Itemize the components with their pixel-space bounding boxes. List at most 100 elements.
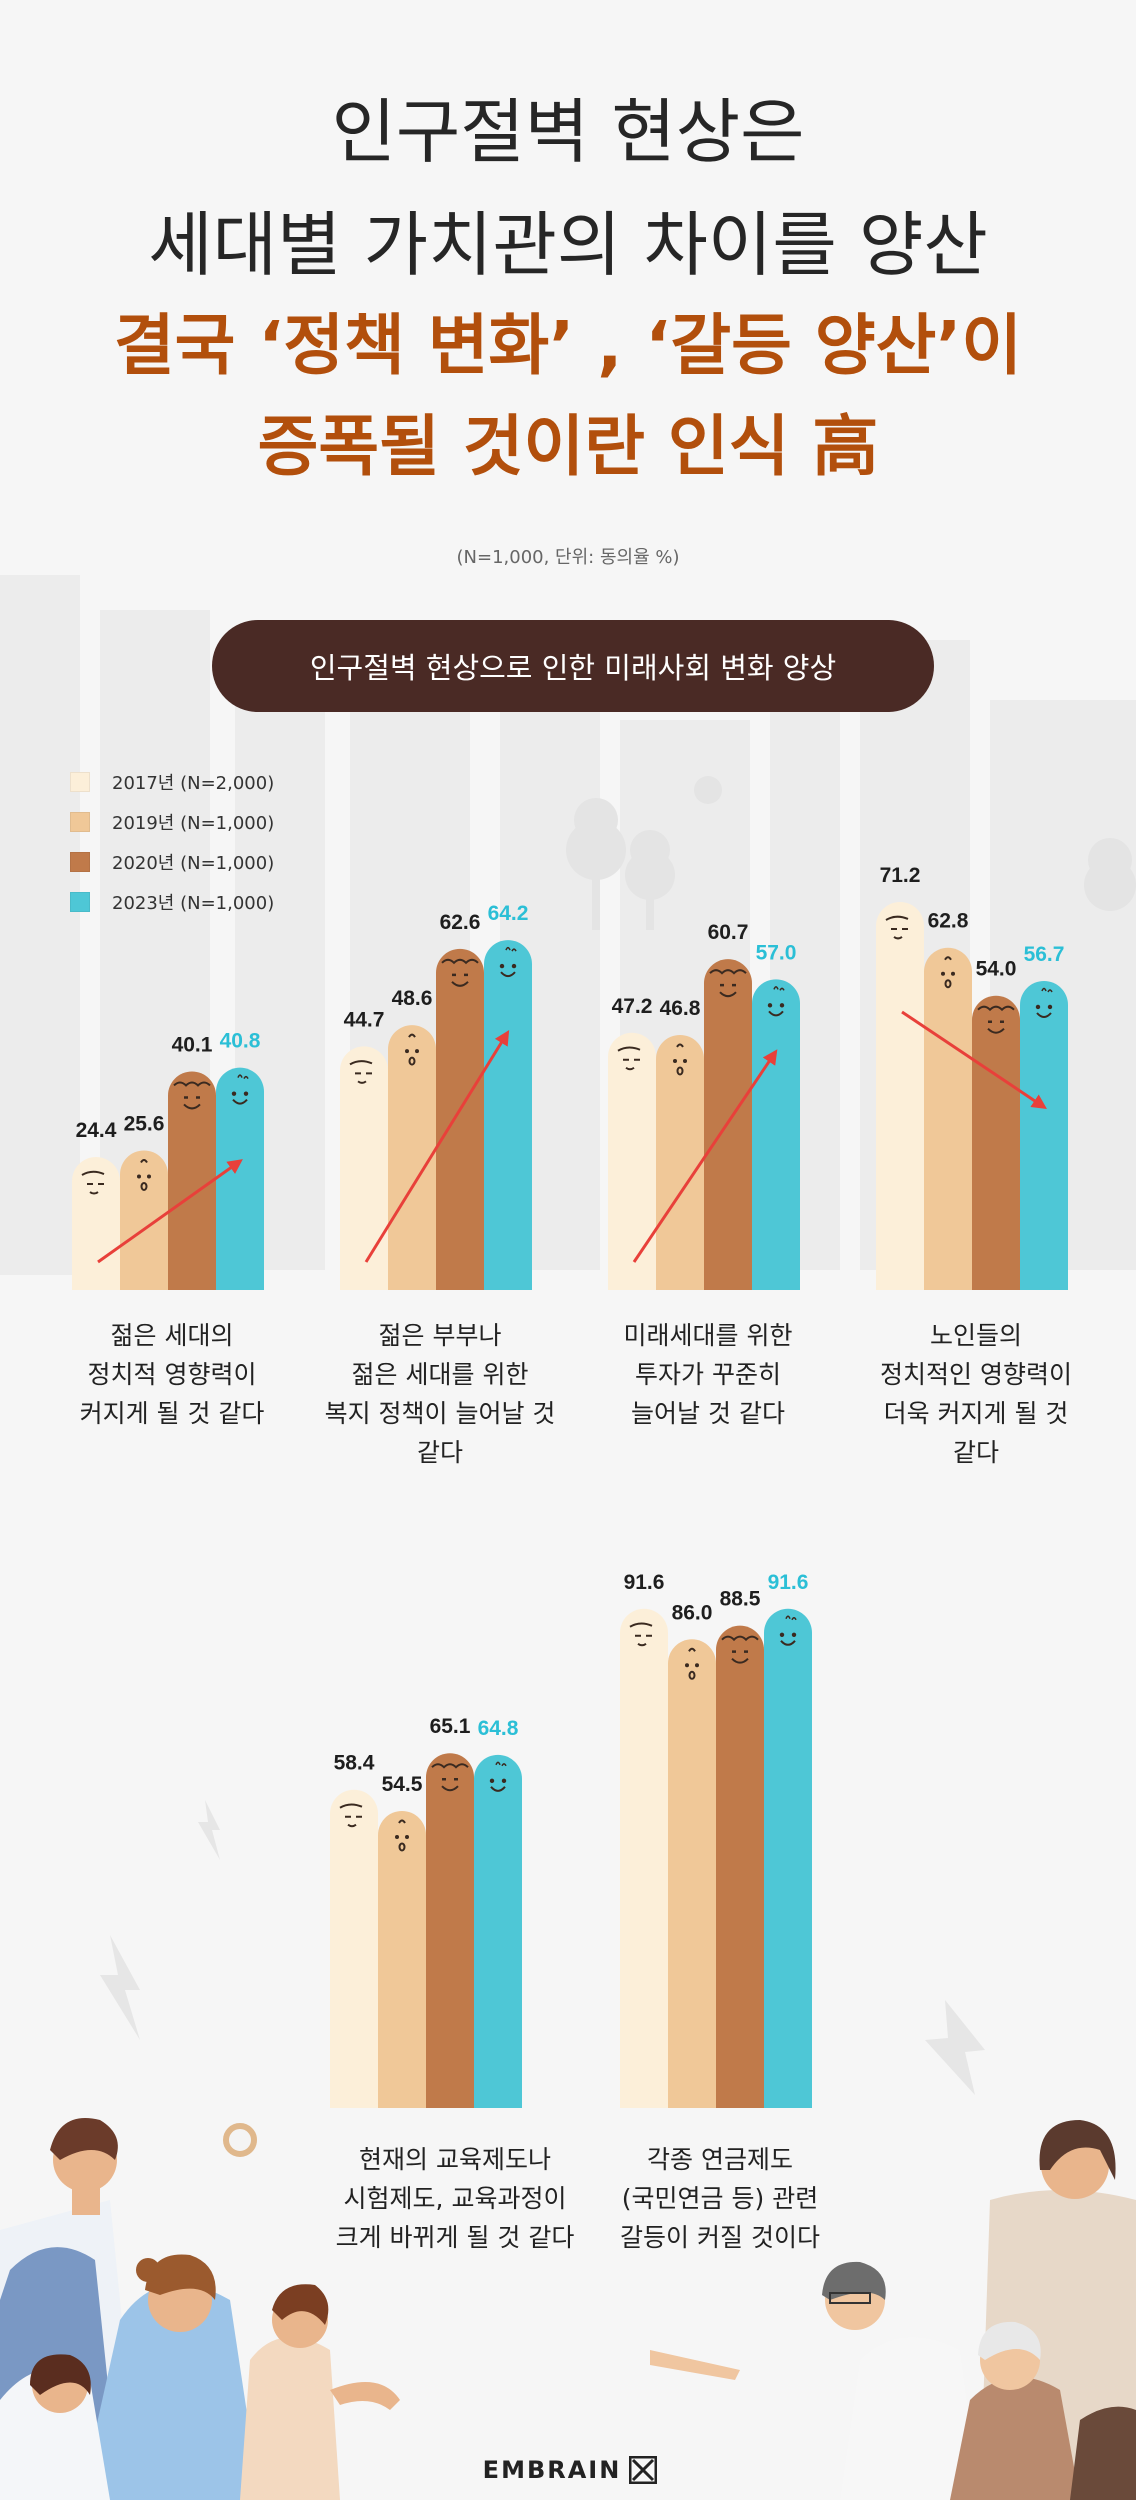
face-2019-6-hair xyxy=(688,1647,696,1652)
face-2020-2-mouth xyxy=(451,981,469,987)
legend-item-2023: 2023년 (N=1,000) xyxy=(70,892,274,914)
tree-silhouettes xyxy=(566,776,1136,930)
bar-2023-1 xyxy=(216,1067,264,1290)
bar-2019-1 xyxy=(120,1150,168,1290)
face-2023-3-eye-right xyxy=(779,1003,785,1008)
category-label-3: 미래세대를 위한 투자가 꾸준히 늘어날 것 같다 xyxy=(623,1321,793,1428)
face-2019-6-eye-left xyxy=(685,1663,689,1668)
face-2019-1-eye-right xyxy=(147,1174,151,1179)
legend-swatch-2019 xyxy=(70,812,90,832)
face-2017-2-hair xyxy=(349,1060,373,1066)
face-2019-5-mouth xyxy=(398,1842,406,1852)
value-label-2019-4: 62.8 xyxy=(928,910,969,933)
face-2023-5-mouth xyxy=(490,1786,506,1792)
value-label-2020-2: 62.6 xyxy=(440,911,481,934)
value-label-2020-1: 40.1 xyxy=(172,1033,213,1056)
face-2017-2-mouth xyxy=(357,1080,367,1084)
face-2017-1-hair xyxy=(81,1170,105,1176)
face-2023-1-mouth xyxy=(232,1098,248,1105)
face-2019-5-hair xyxy=(398,1819,406,1824)
face-2019-4-mouth xyxy=(944,979,952,989)
value-label-2019-5: 54.5 xyxy=(382,1773,423,1796)
face-2017-5-hair xyxy=(339,1803,363,1809)
bar-2017-5 xyxy=(330,1789,378,2108)
bar-2019-6 xyxy=(668,1639,716,2108)
face-2020-1-hair xyxy=(173,1081,211,1087)
face-2020-2-hair xyxy=(441,958,479,965)
face-2023-3-eye-left xyxy=(767,1003,773,1008)
bar-2023-4 xyxy=(1020,980,1068,1290)
value-label-2019-6: 86.0 xyxy=(672,1601,713,1624)
face-2023-2-hair xyxy=(505,946,517,952)
face-2019-3-eye-right xyxy=(683,1058,687,1063)
value-label-2019-2: 48.6 xyxy=(392,987,433,1010)
bar-2019-4 xyxy=(924,947,972,1290)
bar-2017-1 xyxy=(72,1157,120,1290)
brand-name: EMBRAIN xyxy=(482,2456,622,2484)
face-2020-3-hair xyxy=(709,969,747,975)
face-2023-2-eye-left xyxy=(499,963,505,969)
bar-2020-5 xyxy=(426,1753,474,2108)
bar-2020-1 xyxy=(168,1071,216,1290)
lightning-decorations xyxy=(100,1800,985,2095)
category-label-2: 젊은 부부나 젊은 세대를 위한 복지 정책이 늘어날 것 같다 xyxy=(324,1321,556,1467)
face-2023-6-eye-left xyxy=(779,1632,785,1637)
face-2019-5-eye-right xyxy=(405,1834,409,1839)
face-2023-4-hair xyxy=(1041,987,1053,993)
value-label-2017-4: 71.2 xyxy=(880,864,921,887)
face-2023-4-eye-left xyxy=(1035,1004,1041,1010)
bar-2019-5 xyxy=(378,1810,426,2108)
bar-2020-6 xyxy=(716,1625,764,2108)
face-2019-4-hair xyxy=(944,956,952,961)
face-2023-5-eye-right xyxy=(501,1778,507,1784)
face-2017-6-hair xyxy=(629,1622,653,1628)
bar-2017-4 xyxy=(876,901,924,1290)
face-2020-6-hair xyxy=(721,1635,759,1642)
trend-arrow-2 xyxy=(364,1030,510,1263)
trend-arrow-1 xyxy=(97,1159,243,1264)
face-2019-1-eye-left xyxy=(137,1174,141,1179)
face-2017-6-mouth xyxy=(637,1642,647,1647)
section-title-pill: 인구절벽 현상으로 인한 미래사회 변화 양상 xyxy=(212,620,934,712)
legend-item-2020: 2020년 (N=1,000) xyxy=(70,852,274,874)
face-2023-2-mouth xyxy=(500,971,516,978)
value-label-2019-1: 25.6 xyxy=(124,1112,165,1135)
face-2020-5-mouth xyxy=(441,1785,459,1792)
legend-swatch-2020 xyxy=(70,852,90,872)
face-2023-4-mouth xyxy=(1036,1012,1052,1018)
face-2017-4-mouth xyxy=(893,936,903,940)
legend-item-2019: 2019년 (N=1,000) xyxy=(70,812,275,834)
people-illustration-right xyxy=(650,2120,1136,2500)
face-2019-4-eye-right xyxy=(951,971,955,976)
brand-mark-icon xyxy=(629,2456,658,2484)
face-2023-3-mouth xyxy=(768,1010,784,1017)
legend-label-2019: 2019년 (N=1,000) xyxy=(112,813,275,834)
face-2017-1-mouth xyxy=(89,1191,99,1195)
face-2020-3-mouth xyxy=(719,991,737,998)
face-2023-5-hair xyxy=(495,1761,507,1767)
face-2019-1-mouth xyxy=(140,1181,148,1191)
face-2019-2-hair xyxy=(408,1033,416,1038)
value-label-2017-1: 24.4 xyxy=(76,1119,117,1142)
value-label-2020-5: 65.1 xyxy=(430,1715,471,1738)
face-2017-3-hair xyxy=(617,1046,641,1052)
bar-2023-6 xyxy=(764,1608,812,2108)
category-label-4: 노인들의 정치적인 영향력이 더욱 커지게 될 것 같다 xyxy=(880,1321,1072,1467)
value-label-2023-6: 91.6 xyxy=(768,1571,809,1594)
value-label-2023-5: 64.8 xyxy=(478,1717,519,1740)
value-label-2023-2: 64.2 xyxy=(488,902,529,925)
face-2023-6-mouth xyxy=(780,1640,796,1646)
bar-2023-3 xyxy=(752,979,800,1290)
value-label-2017-2: 44.7 xyxy=(344,1008,385,1031)
trend-arrow-3 xyxy=(632,1049,778,1263)
legend-swatch-2017 xyxy=(70,772,90,792)
face-2020-6-mouth xyxy=(731,1657,749,1664)
value-label-2017-5: 58.4 xyxy=(334,1752,375,1775)
face-2023-3-hair xyxy=(773,986,785,991)
face-2019-3-hair xyxy=(676,1043,684,1048)
brand-logo: EMBRAIN xyxy=(470,2452,670,2488)
face-2023-6-hair xyxy=(785,1615,797,1621)
bar-2017-6 xyxy=(620,1608,668,2108)
value-label-2023-4: 56.7 xyxy=(1024,943,1065,966)
